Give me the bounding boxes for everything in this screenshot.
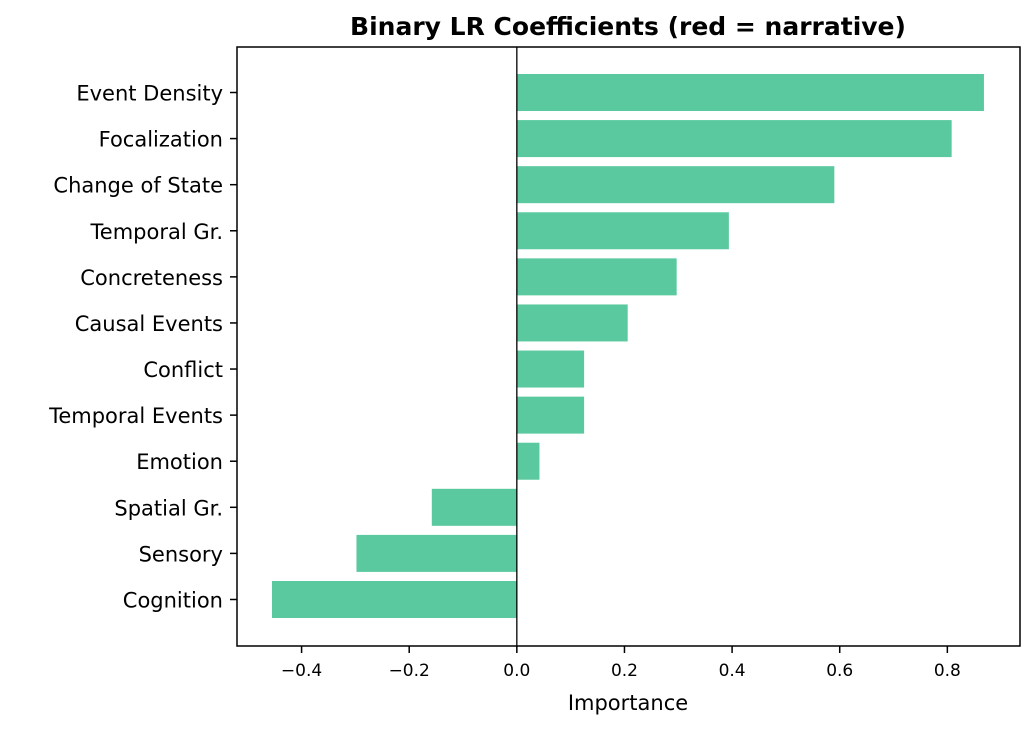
y-tick-label: Cognition [123,588,223,612]
plot-frame [236,46,1021,647]
y-tick-label: Causal Events [75,312,223,336]
x-tick-label: 0.4 [719,661,746,681]
x-tick-label: −0.4 [281,661,322,681]
bar-temporal-events [516,396,585,434]
x-axis-label: Importance [568,691,688,715]
bar-temporal-gr [516,212,729,250]
x-tick-label: 0.0 [503,661,530,681]
y-tick-label: Conflict [143,358,223,382]
x-tick-label: 0.8 [934,661,961,681]
bar-cognition [271,580,517,618]
x-tick-label: 0.6 [826,661,853,681]
x-tick-label: −0.2 [389,661,430,681]
x-tick-label: 0.2 [611,661,638,681]
y-tick-label: Emotion [136,450,223,474]
y-tick-label: Concreteness [80,266,223,290]
bar-sensory [356,534,517,572]
y-tick-label: Sensory [139,542,223,566]
bars [271,74,984,618]
bar-emotion [516,442,540,480]
bar-event-density [516,74,984,111]
chart-title: Binary LR Coefficients (red = narrative) [350,12,906,41]
y-tick-label: Focalization [99,128,223,152]
bar-spatial-gr [431,488,517,526]
x-axis: −0.4 −0.2 0.0 0.2 0.4 0.6 0.8 [281,646,961,681]
y-tick-label: Temporal Events [48,404,223,428]
y-tick-label: Event Density [76,82,223,106]
bar-concreteness [516,258,677,296]
y-axis: Event Density Focalization Change of State… [48,82,237,612]
y-tick-label: Temporal Gr. [90,220,223,244]
bar-focalization [516,120,952,158]
bar-change-of-state [516,166,835,204]
y-tick-label: Spatial Gr. [114,496,223,520]
bar-conflict [516,350,585,388]
y-tick-label: Change of State [53,174,223,198]
bar-causal-events [516,304,628,342]
